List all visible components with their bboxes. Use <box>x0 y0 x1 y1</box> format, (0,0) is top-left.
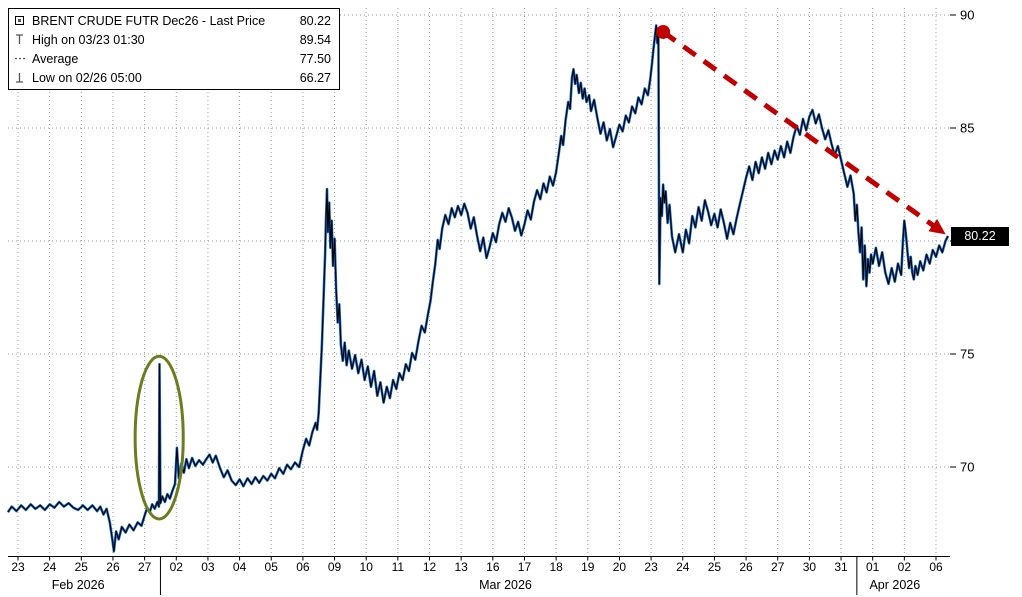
legend-value: 66.27 <box>299 70 331 85</box>
x-axis-label: 02 <box>898 560 912 574</box>
x-axis-label: 25 <box>708 560 722 574</box>
x-axis-label: 06 <box>296 560 310 574</box>
trend-arrow-line <box>661 29 938 230</box>
price-line-halo <box>6 24 950 553</box>
legend-row-average: Average 77.50 <box>9 49 339 68</box>
month-label: Apr 2026 <box>869 578 920 592</box>
x-axis-label: 20 <box>613 560 627 574</box>
x-axis-label: 27 <box>771 560 785 574</box>
legend-row-high: High on 03/23 01:30 89.54 <box>9 30 339 49</box>
x-axis-label: 03 <box>201 560 215 574</box>
x-axis-label: 26 <box>106 560 120 574</box>
x-axis-label: 25 <box>75 560 89 574</box>
month-label: Mar 2026 <box>479 578 532 592</box>
legend-value: 89.54 <box>299 32 331 47</box>
low-marker-icon <box>14 71 30 84</box>
x-axis-label: 12 <box>423 560 437 574</box>
legend-value: 80.22 <box>299 13 331 28</box>
x-axis-label: 26 <box>739 560 753 574</box>
y-axis-label: 75 <box>960 347 974 362</box>
x-axis-label: 04 <box>233 560 247 574</box>
x-axis-label: 05 <box>265 560 279 574</box>
y-axis-label: 70 <box>960 460 974 475</box>
trend-arrow-origin-dot <box>656 24 671 39</box>
x-axis-label: 31 <box>834 560 848 574</box>
last-price-badge: 80.22 <box>951 227 1009 246</box>
y-axis-label: 85 <box>960 121 974 136</box>
x-axis-label: 01 <box>866 560 880 574</box>
legend-row-last-price: BRENT CRUDE FUTR Dec26 - Last Price 80.2… <box>9 11 339 30</box>
trend-arrow-head <box>928 219 946 235</box>
month-label: Feb 2026 <box>52 578 105 592</box>
chart-legend: BRENT CRUDE FUTR Dec26 - Last Price 80.2… <box>8 8 340 90</box>
legend-label: Low on 02/26 05:00 <box>32 70 142 85</box>
x-axis-label: 23 <box>644 560 658 574</box>
legend-label: BRENT CRUDE FUTR Dec26 - Last Price <box>32 13 266 28</box>
legend-label: Average <box>32 51 79 66</box>
x-axis-label: 24 <box>676 560 690 574</box>
average-marker-icon <box>14 52 30 65</box>
legend-label: High on 03/23 01:30 <box>32 32 145 47</box>
x-axis-label: 30 <box>803 560 817 574</box>
x-axis-label: 11 <box>392 560 405 574</box>
x-axis-label: 24 <box>43 560 57 574</box>
legend-row-low: Low on 02/26 05:00 66.27 <box>9 68 339 87</box>
series-marker-icon <box>14 15 30 26</box>
x-axis-label: 09 <box>328 560 342 574</box>
highlight-ellipse <box>133 354 185 521</box>
x-axis-label: 13 <box>454 560 468 574</box>
x-axis-label: 06 <box>929 560 943 574</box>
gridlines <box>8 8 950 557</box>
legend-value: 77.50 <box>299 51 331 66</box>
x-axis-label: 18 <box>549 560 563 574</box>
x-axis-label: 27 <box>138 560 152 574</box>
x-axis-label: 10 <box>360 560 374 574</box>
x-axis-label: 17 <box>518 560 532 574</box>
x-axis-label: 19 <box>581 560 595 574</box>
x-axis-label: 02 <box>170 560 184 574</box>
price-line <box>7 24 949 552</box>
high-marker-icon <box>14 33 30 46</box>
y-axis-label: 90 <box>960 8 974 23</box>
x-axis-label: 16 <box>486 560 500 574</box>
x-axis-label: 23 <box>11 560 25 574</box>
